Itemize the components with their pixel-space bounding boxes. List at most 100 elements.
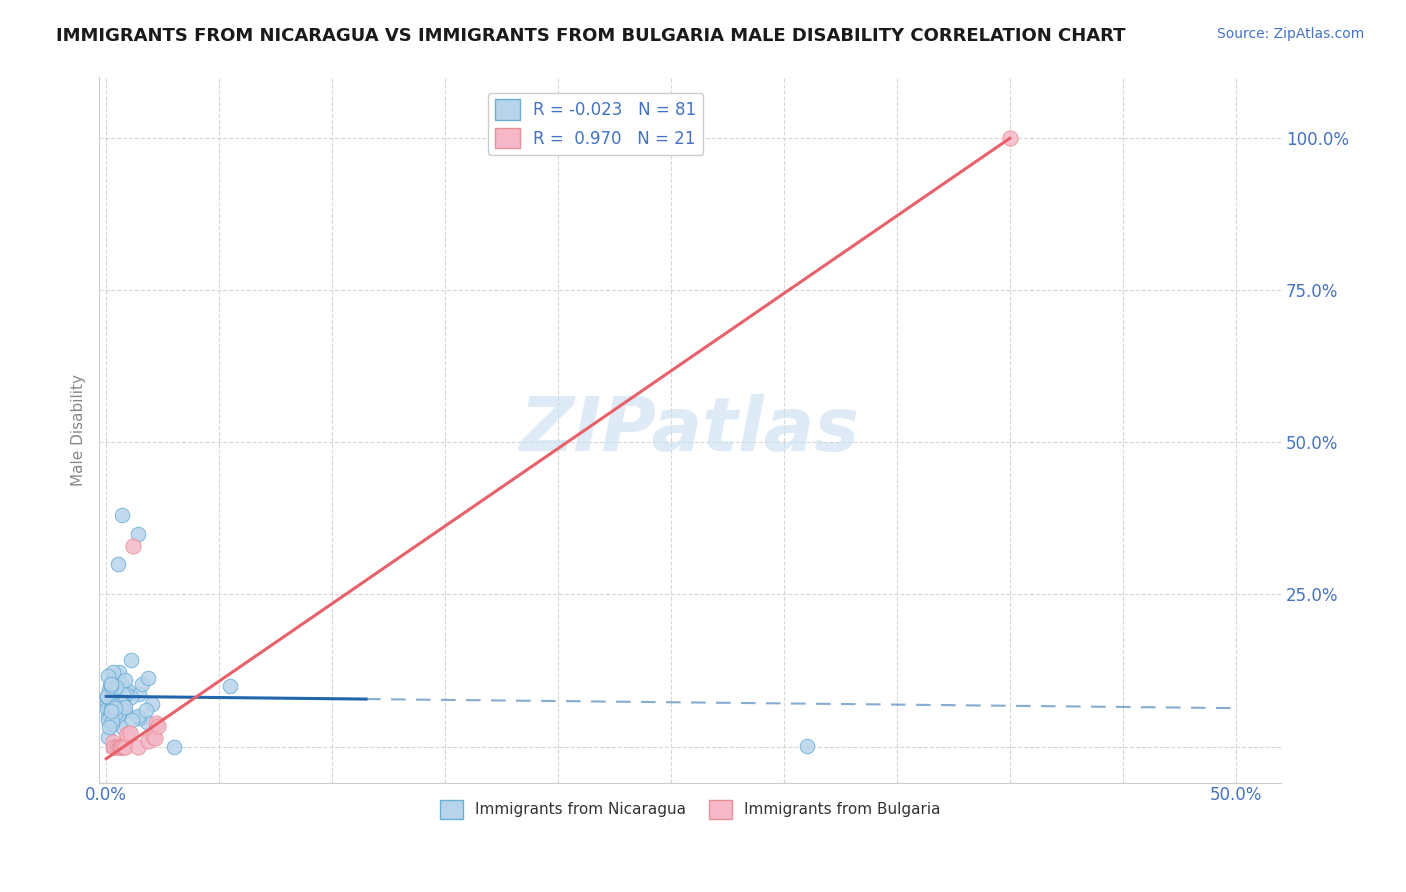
Point xyxy=(111,698,134,712)
Point xyxy=(121,713,143,727)
Y-axis label: Male Disability: Male Disability xyxy=(72,375,86,486)
Point xyxy=(142,731,165,745)
Text: IMMIGRANTS FROM NICARAGUA VS IMMIGRANTS FROM BULGARIA MALE DISABILITY CORRELATIO: IMMIGRANTS FROM NICARAGUA VS IMMIGRANTS … xyxy=(56,27,1126,45)
Point xyxy=(101,672,124,686)
Point xyxy=(111,720,134,734)
Point xyxy=(101,735,124,749)
Point xyxy=(104,712,127,726)
Point xyxy=(96,696,118,710)
Point xyxy=(143,731,166,745)
Point xyxy=(135,714,157,729)
Point xyxy=(107,665,129,679)
Point xyxy=(104,684,127,698)
Point xyxy=(97,713,120,727)
Point xyxy=(96,690,118,704)
Point xyxy=(101,702,124,716)
Point xyxy=(115,687,138,701)
Point xyxy=(115,727,138,741)
Point xyxy=(136,734,159,748)
Point xyxy=(120,653,142,667)
Point xyxy=(103,739,125,754)
Point xyxy=(100,688,122,702)
Point xyxy=(107,708,129,723)
Point xyxy=(98,708,121,723)
Point xyxy=(108,702,131,716)
Point xyxy=(219,679,242,693)
Point xyxy=(122,539,145,553)
Point xyxy=(105,693,128,707)
Point xyxy=(97,690,120,705)
Point xyxy=(111,699,134,714)
Point xyxy=(101,739,124,754)
Point xyxy=(101,699,124,714)
Point xyxy=(163,739,186,754)
Point xyxy=(100,679,122,693)
Point xyxy=(796,739,818,753)
Point xyxy=(105,697,128,711)
Point xyxy=(105,739,128,754)
Point xyxy=(112,687,135,701)
Point xyxy=(97,720,120,734)
Point xyxy=(110,698,132,712)
Point xyxy=(98,702,121,716)
Point xyxy=(120,690,142,704)
Point xyxy=(104,701,127,715)
Point xyxy=(101,713,124,727)
Point xyxy=(97,669,120,683)
Point xyxy=(97,731,120,745)
Point xyxy=(107,557,129,571)
Point xyxy=(114,739,136,754)
Point xyxy=(98,681,121,696)
Point xyxy=(127,526,149,541)
Point xyxy=(100,702,122,716)
Point xyxy=(128,687,150,701)
Point xyxy=(107,693,129,707)
Point xyxy=(100,678,122,692)
Point xyxy=(141,697,163,711)
Point xyxy=(103,690,125,705)
Point xyxy=(105,680,128,694)
Point xyxy=(100,704,122,718)
Text: Source: ZipAtlas.com: Source: ZipAtlas.com xyxy=(1216,27,1364,41)
Point xyxy=(105,685,128,699)
Point xyxy=(111,697,134,711)
Text: ZIPatlas: ZIPatlas xyxy=(520,393,860,467)
Point xyxy=(101,717,124,731)
Point xyxy=(110,676,132,690)
Point xyxy=(998,131,1021,145)
Point xyxy=(111,508,134,523)
Legend: Immigrants from Nicaragua, Immigrants from Bulgaria: Immigrants from Nicaragua, Immigrants fr… xyxy=(433,794,946,825)
Point xyxy=(118,726,141,740)
Point xyxy=(145,716,167,731)
Point xyxy=(98,683,121,698)
Point xyxy=(117,684,139,698)
Point xyxy=(103,665,125,679)
Point xyxy=(104,707,127,722)
Point xyxy=(96,690,118,704)
Point xyxy=(111,739,134,754)
Point xyxy=(110,739,132,754)
Point xyxy=(114,704,136,718)
Point xyxy=(114,673,136,688)
Point xyxy=(104,700,127,714)
Point xyxy=(135,703,157,717)
Point xyxy=(103,681,125,695)
Point xyxy=(127,739,149,754)
Point xyxy=(104,698,127,713)
Point xyxy=(96,701,118,715)
Point xyxy=(114,700,136,714)
Text: 0.0%: 0.0% xyxy=(86,786,127,804)
Text: 50.0%: 50.0% xyxy=(1209,786,1263,804)
Point xyxy=(108,739,131,754)
Point xyxy=(100,705,122,719)
Point xyxy=(103,703,125,717)
Point xyxy=(100,714,122,728)
Point xyxy=(103,706,125,720)
Point xyxy=(148,719,170,733)
Point xyxy=(114,739,136,754)
Point xyxy=(108,739,131,754)
Point xyxy=(115,727,138,741)
Point xyxy=(103,686,125,700)
Point xyxy=(131,677,153,691)
Point xyxy=(104,689,127,703)
